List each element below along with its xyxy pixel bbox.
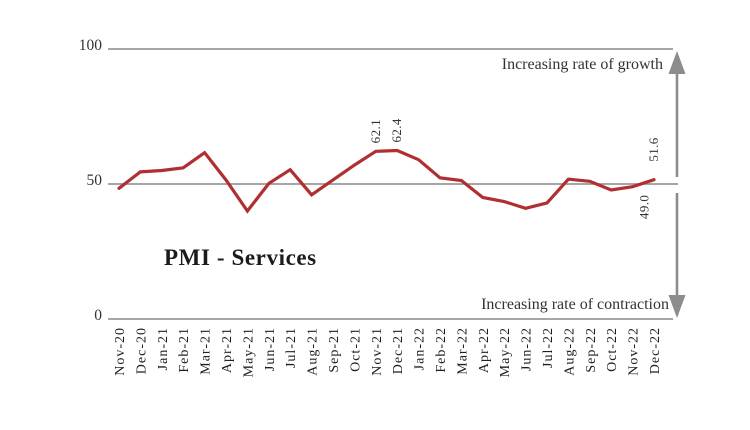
y-axis-tick-0: 0 [94, 307, 102, 324]
chart-title: PMI - Services [164, 245, 317, 270]
x-axis-label: Oct-21 [348, 327, 363, 372]
pmi-series-line [117, 148, 656, 214]
x-axis-label: Jan-22 [413, 327, 428, 370]
y-axis-tick-100: 100 [78, 37, 102, 54]
x-axis-label: Nov-21 [370, 327, 385, 376]
data-label-Nov-22: 49.0 [637, 195, 652, 219]
x-axis-label: Mar-21 [199, 327, 214, 375]
growth-annotation: Increasing rate of growth [501, 56, 663, 73]
x-axis-label: Jan-21 [156, 327, 171, 370]
x-axis-label: May-21 [241, 327, 256, 377]
data-label-Dec-21: 62.4 [389, 118, 404, 142]
x-axis-label: Aug-21 [306, 327, 321, 376]
down-arrow-icon [668, 295, 686, 318]
contraction-annotation: Increasing rate of contraction [481, 296, 669, 313]
data-label-Nov-21: 62.1 [368, 119, 383, 143]
x-axis-label: Dec-22 [648, 327, 663, 374]
x-axis-label: Nov-22 [627, 327, 642, 376]
x-axis-label: May-22 [498, 327, 513, 377]
x-axis-label: Apr-22 [477, 327, 492, 373]
x-axis-label: Jul-21 [284, 327, 299, 368]
x-axis-label: Feb-21 [177, 327, 192, 373]
x-axis-label: Oct-22 [605, 327, 620, 372]
up-arrow-icon [668, 51, 686, 74]
x-axis-label: Jul-22 [541, 327, 556, 368]
x-axis-label: Dec-20 [134, 327, 149, 374]
x-axis-label: Feb-22 [434, 327, 449, 373]
x-axis-label: Mar-22 [455, 327, 470, 375]
x-axis-label: Jun-22 [520, 327, 535, 371]
x-axis-label: Sep-22 [584, 327, 599, 373]
data-label-Dec-22: 51.6 [646, 137, 661, 161]
x-axis-label: Apr-21 [220, 327, 235, 373]
x-axis-label: Sep-21 [327, 327, 342, 373]
x-axis-label: Nov-20 [113, 327, 128, 376]
x-axis-label: Aug-22 [562, 327, 577, 376]
x-axis-label: Jun-21 [263, 327, 278, 371]
x-axis-label: Dec-21 [391, 327, 406, 374]
y-axis-tick-50: 50 [86, 172, 103, 189]
